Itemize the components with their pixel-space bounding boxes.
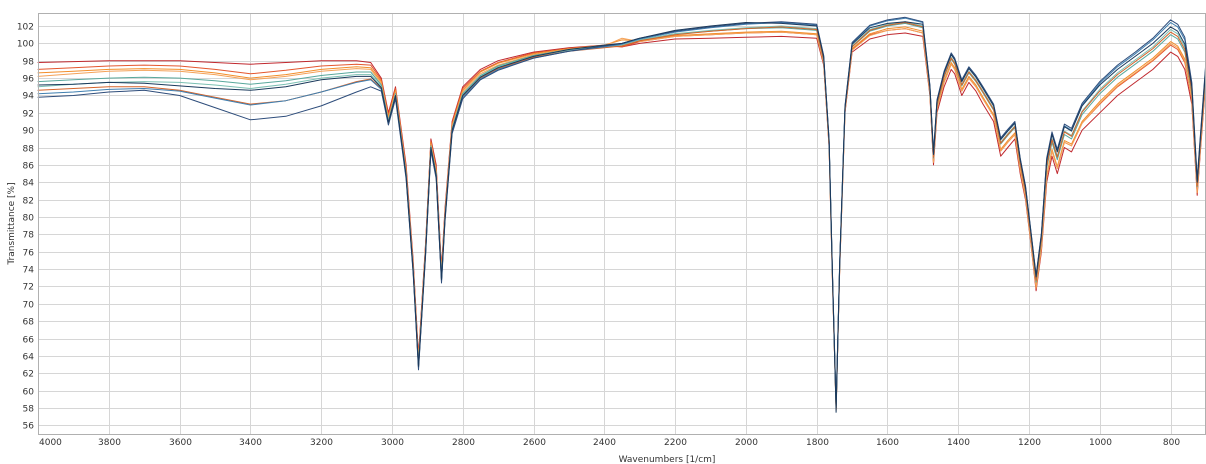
x-axis-title: Wavenumbers [1/cm] [619,455,716,464]
series-line-2 [37,28,1206,411]
y-tick-label: 72 [23,283,34,293]
y-tick-label: 80 [23,214,35,224]
x-tick-label: 1600 [876,438,899,448]
y-tick-label: 90 [23,127,35,137]
y-tick-label: 98 [23,58,35,68]
series-line-5 [37,22,1206,409]
x-tick-label: 1000 [1089,438,1112,448]
x-tick-label: 1800 [806,438,829,448]
x-tick-label: 4000 [39,438,62,448]
y-tick-label: 94 [23,92,35,102]
y-axis-ticks: 56 58 60 62 64 66 68 70 72 74 76 78 80 82 84 86 88 90 92 94… [17,23,34,432]
y-tick-label: 92 [23,110,34,120]
x-tick-label: 2200 [664,438,687,448]
y-tick-label: 84 [23,179,35,189]
x-axis-ticks: 4000 3800 3600 3400 3200 3000 2800 2600 2400 2200… [39,438,1180,448]
y-tick-label: 82 [23,197,34,207]
x-tick-label: 3200 [310,438,333,448]
x-tick-label: 1400 [947,438,970,448]
x-tick-label: 3000 [381,438,404,448]
y-tick-label: 64 [23,353,35,363]
y-tick-label: 60 [23,388,35,398]
series-line-1 [37,32,1206,409]
x-tick-label: 800 [1163,438,1180,448]
y-tick-label: 58 [23,405,35,415]
series-line-8 [37,17,1206,407]
series-line-4 [37,28,1206,412]
y-tick-label: 62 [23,370,34,380]
y-tick-label: 76 [23,249,35,259]
series-line-9 [37,16,1206,406]
x-tick-label: 2800 [452,438,475,448]
y-tick-label: 56 [23,422,35,432]
x-tick-label: 1200 [1018,438,1041,448]
x-tick-label: 3600 [169,438,192,448]
x-tick-label: 3800 [98,438,121,448]
x-tick-label: 3400 [239,438,262,448]
series-line-10 [37,21,1206,413]
y-tick-label: 68 [23,318,35,328]
y-tick-label: 66 [23,336,35,346]
y-tick-label: 74 [23,266,35,276]
y-tick-label: 100 [17,40,34,50]
x-tick-label: 2600 [523,438,546,448]
y-tick-label: 70 [23,301,35,311]
y-tick-label: 96 [23,75,35,85]
y-tick-label: 86 [23,162,35,172]
y-tick-label: 102 [17,23,34,33]
series-line-6 [37,21,1206,408]
x-tick-label: 2400 [593,438,616,448]
y-axis-title: Transmittance [%] [7,182,17,265]
grid [38,13,1206,434]
y-tick-label: 88 [23,145,35,155]
y-tick-label: 78 [23,231,35,241]
x-tick-label: 2000 [735,438,758,448]
series-group [37,16,1206,413]
